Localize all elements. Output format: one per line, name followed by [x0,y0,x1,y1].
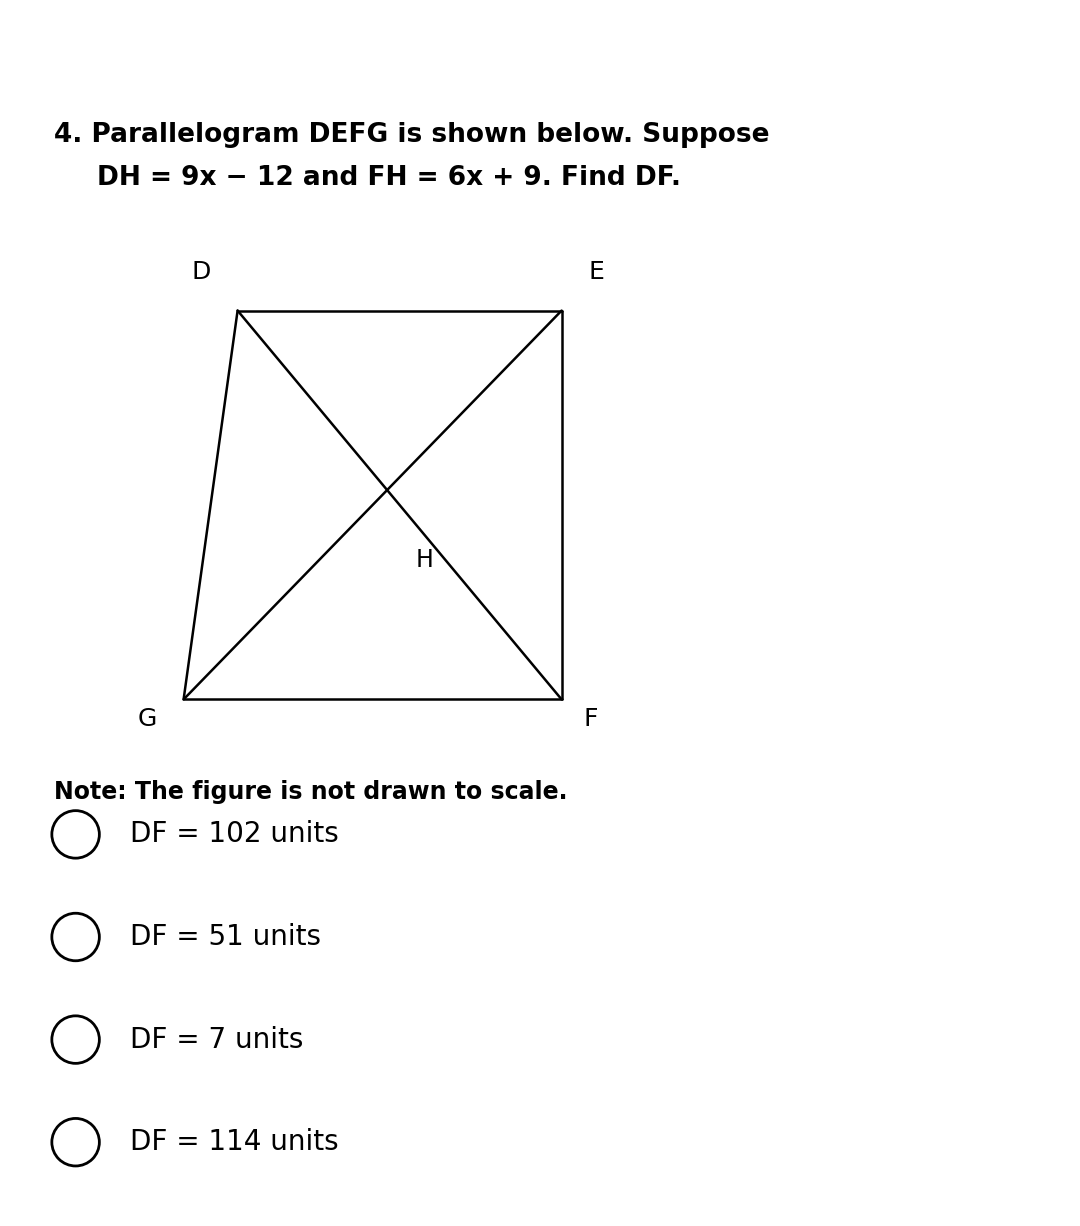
Text: F: F [583,707,597,732]
Text: DF = 51 units: DF = 51 units [130,923,321,951]
Text: DF = 7 units: DF = 7 units [130,1026,303,1053]
Text: E: E [589,260,605,283]
Text: D: D [191,260,211,283]
Text: DH = 9x − 12 and FH = 6x + 9. Find DF.: DH = 9x − 12 and FH = 6x + 9. Find DF. [97,164,681,191]
Text: G: G [137,707,157,732]
Text: DF = 114 units: DF = 114 units [130,1128,338,1156]
Text: H: H [416,548,434,573]
Text: 4. Parallelogram DEFG is shown below. Suppose: 4. Parallelogram DEFG is shown below. Su… [54,121,769,147]
Text: Note: The figure is not drawn to scale.: Note: The figure is not drawn to scale. [54,781,567,804]
Text: DF = 102 units: DF = 102 units [130,820,338,848]
